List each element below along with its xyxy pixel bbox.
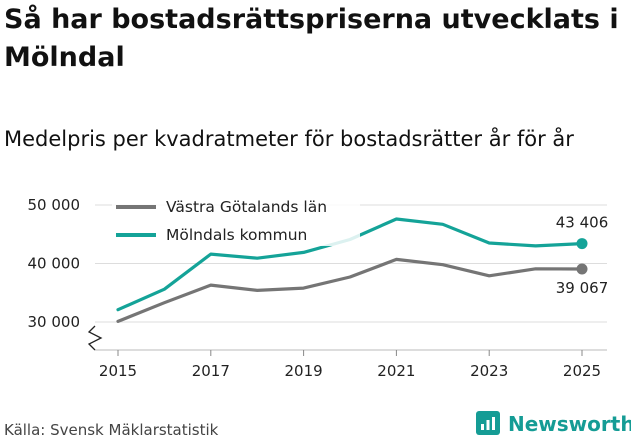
x-tick-label: 2021 <box>377 362 415 380</box>
axis-break-icon <box>87 325 103 351</box>
series-line-1 <box>116 257 584 323</box>
x-tick-label: 2019 <box>285 362 323 380</box>
chart-title: Så har bostadsrättspriserna utvecklats i… <box>4 4 619 73</box>
newsworthy-logo: Newsworthy <box>476 410 631 438</box>
y-tick-label: 30 000 <box>28 313 81 331</box>
y-tick-label: 50 000 <box>28 196 81 214</box>
series-end-point-1 <box>576 263 588 275</box>
x-tick-label: 2015 <box>99 362 137 380</box>
brand-name: Newsworthy <box>508 412 631 436</box>
y-tick-label: 40 000 <box>28 255 81 273</box>
end-value-label-vastra: 39 067 <box>556 279 609 297</box>
legend-label-1: Västra Götalands län <box>166 198 327 216</box>
end-value-label-mondal: 43 406 <box>556 214 609 232</box>
legend-label-2: Mölndals kommun <box>166 226 307 244</box>
series-end-point-2 <box>576 238 588 250</box>
source-note: Källa: Svensk Mäklarstatistik <box>4 421 219 439</box>
x-tick-label: 2023 <box>470 362 508 380</box>
chart-subtitle: Medelpris per kvadratmeter för bostadsrä… <box>4 127 574 151</box>
newsworthy-logo-icon <box>476 411 500 435</box>
x-tick-label: 2017 <box>192 362 230 380</box>
x-tick-label: 2025 <box>563 362 601 380</box>
